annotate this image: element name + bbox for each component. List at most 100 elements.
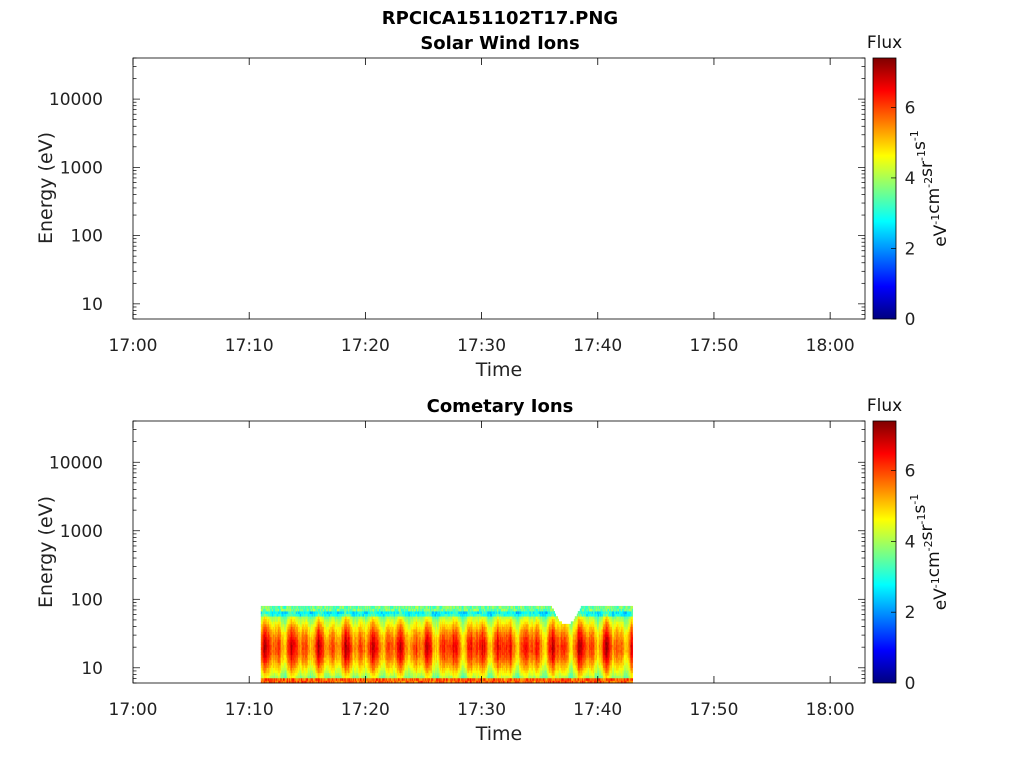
heatmap-cell bbox=[337, 670, 340, 674]
heatmap-cell bbox=[283, 680, 286, 684]
heatmap-cell bbox=[363, 608, 366, 612]
heatmap-cell bbox=[385, 675, 388, 679]
heatmap-cell bbox=[384, 662, 387, 666]
heatmap-cell bbox=[316, 665, 319, 668]
heatmap-cell bbox=[333, 631, 336, 635]
heatmap-cell bbox=[329, 677, 332, 681]
heatmap-cell bbox=[352, 611, 355, 615]
heatmap-cell bbox=[369, 616, 372, 620]
heatmap-cell bbox=[305, 657, 308, 661]
heatmap-cell bbox=[377, 675, 380, 679]
heatmap-cell bbox=[378, 644, 381, 648]
heatmap-cell bbox=[316, 675, 319, 679]
heatmap-cell bbox=[370, 611, 373, 615]
heatmap-cell bbox=[310, 626, 313, 630]
heatmap-cell bbox=[381, 618, 384, 622]
heatmap-cell bbox=[317, 675, 320, 679]
heatmap-cell bbox=[305, 652, 308, 656]
heatmap-cell bbox=[388, 644, 391, 648]
heatmap-cell bbox=[319, 639, 322, 643]
heatmap-cell bbox=[379, 605, 382, 609]
heatmap-cell bbox=[397, 670, 400, 674]
heatmap-cell bbox=[306, 626, 309, 630]
heatmap-cell bbox=[388, 662, 391, 666]
heatmap-cell bbox=[412, 654, 415, 658]
heatmap-cell bbox=[399, 605, 402, 609]
heatmap-cell bbox=[327, 649, 330, 653]
heatmap-cell bbox=[400, 647, 403, 651]
heatmap-cell bbox=[353, 644, 356, 648]
panel-title: Solar Wind Ions bbox=[420, 33, 579, 54]
heatmap-cell bbox=[331, 657, 334, 661]
heatmap-cell bbox=[301, 613, 304, 617]
heatmap-cell bbox=[327, 613, 330, 617]
heatmap-cell bbox=[394, 644, 397, 648]
heatmap-cell bbox=[305, 639, 308, 643]
x-tick-label: 17:00 bbox=[109, 336, 158, 356]
heatmap-cell bbox=[276, 608, 279, 612]
heatmap-cell bbox=[350, 654, 353, 658]
heatmap-cell bbox=[310, 657, 313, 661]
heatmap-cell bbox=[270, 647, 273, 651]
heatmap-cell bbox=[323, 629, 326, 633]
heatmap-cell bbox=[418, 672, 421, 676]
heatmap-cell bbox=[397, 677, 400, 681]
heatmap-cell bbox=[296, 611, 299, 615]
heatmap-cell bbox=[411, 608, 414, 612]
heatmap-cell bbox=[276, 667, 279, 671]
heatmap-cell bbox=[402, 657, 405, 661]
heatmap-cell bbox=[356, 670, 359, 674]
heatmap-cell bbox=[336, 636, 339, 640]
heatmap-cell bbox=[378, 611, 381, 615]
heatmap-cell bbox=[317, 605, 320, 609]
heatmap-cell bbox=[311, 605, 314, 609]
heatmap-cell bbox=[265, 626, 268, 630]
heatmap-cell bbox=[386, 644, 389, 648]
heatmap-cell bbox=[360, 680, 363, 684]
heatmap-cell bbox=[381, 649, 384, 653]
heatmap-cell bbox=[409, 662, 412, 666]
heatmap-cell bbox=[339, 675, 342, 679]
heatmap-cell bbox=[414, 634, 417, 638]
heatmap-cell bbox=[300, 654, 303, 658]
heatmap-cell bbox=[336, 611, 339, 615]
heatmap-cell bbox=[272, 611, 275, 615]
heatmap-cell bbox=[274, 634, 277, 638]
heatmap-cell bbox=[261, 662, 264, 666]
heatmap-cell bbox=[261, 672, 264, 676]
heatmap-cell bbox=[352, 634, 355, 638]
heatmap-cell bbox=[326, 675, 329, 679]
heatmap-cell bbox=[411, 621, 414, 625]
heatmap-cell bbox=[359, 611, 362, 615]
heatmap-cell bbox=[412, 613, 415, 617]
heatmap-cell bbox=[289, 641, 292, 645]
heatmap-cell bbox=[349, 629, 352, 633]
heatmap-cell bbox=[310, 670, 313, 674]
heatmap-cell bbox=[372, 616, 375, 620]
heatmap-cell bbox=[337, 639, 340, 643]
heatmap-cell bbox=[273, 621, 276, 625]
heatmap-cell bbox=[408, 672, 411, 676]
heatmap-cell bbox=[416, 644, 419, 648]
heatmap-cell bbox=[405, 613, 408, 617]
heatmap-cell bbox=[268, 675, 271, 679]
heatmap-cell bbox=[291, 672, 294, 676]
heatmap-cell bbox=[354, 621, 357, 625]
heatmap-cell bbox=[326, 636, 329, 640]
heatmap-cell bbox=[263, 608, 266, 612]
heatmap-cell bbox=[412, 665, 415, 668]
heatmap-cell bbox=[343, 626, 346, 630]
heatmap-cell bbox=[372, 618, 375, 622]
heatmap-cell bbox=[296, 647, 299, 651]
heatmap-cell bbox=[410, 667, 413, 671]
heatmap-cell bbox=[376, 623, 379, 627]
heatmap-cell bbox=[331, 644, 334, 648]
heatmap-cell bbox=[264, 659, 267, 663]
heatmap-cell bbox=[343, 652, 346, 656]
heatmap-cell bbox=[301, 621, 304, 625]
heatmap-cell bbox=[401, 654, 404, 658]
heatmap-cell bbox=[373, 672, 376, 676]
heatmap-cell bbox=[367, 611, 370, 615]
heatmap-cell bbox=[311, 675, 314, 679]
heatmap-cell bbox=[289, 639, 292, 643]
